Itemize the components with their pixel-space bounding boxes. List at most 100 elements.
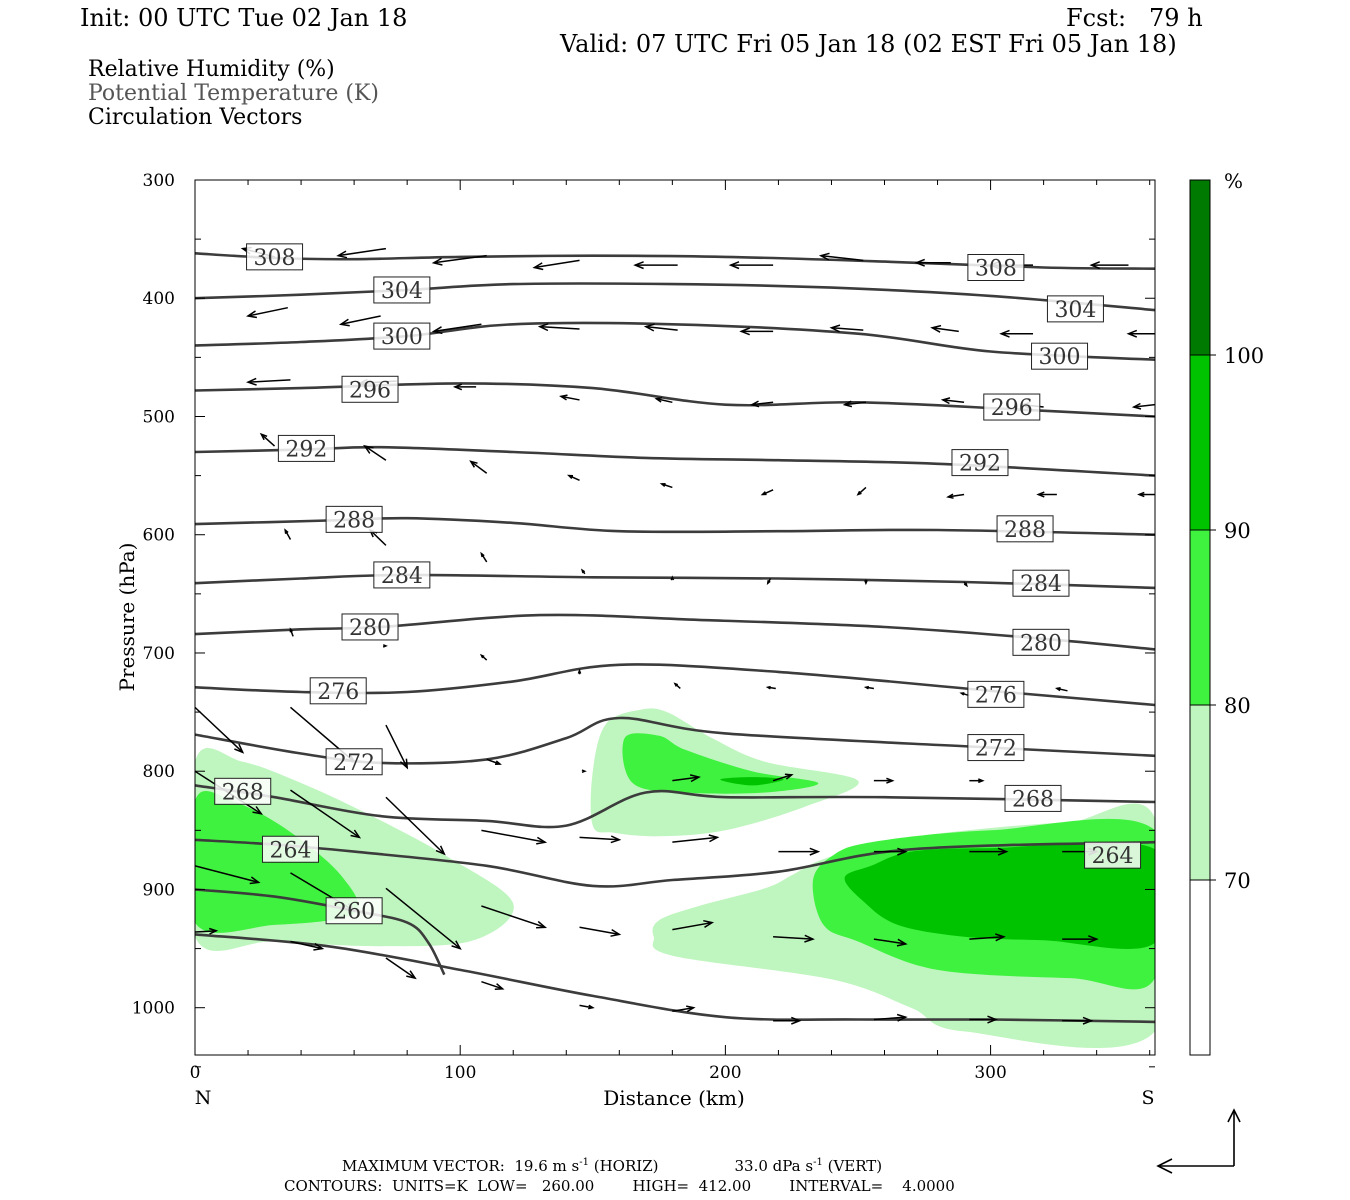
- vector-head: [659, 482, 666, 487]
- colorbar-segment: [1190, 180, 1210, 355]
- circulation-vector: [728, 261, 774, 270]
- vector-head: [739, 327, 750, 336]
- theta-label-text: 308: [975, 257, 1017, 282]
- colorbar-unit: %: [1224, 169, 1243, 193]
- vector-head: [537, 323, 549, 332]
- vector-head: [863, 685, 870, 690]
- vector-head: [479, 653, 485, 659]
- vector-head: [588, 1004, 595, 1010]
- vector-head: [804, 934, 815, 943]
- circulation-vector: [659, 482, 673, 489]
- theta-label-300: 300: [373, 322, 431, 350]
- theta-label-box: [325, 505, 383, 533]
- x-axis-label: Distance (km): [603, 1086, 745, 1110]
- vector-head: [689, 774, 701, 783]
- theta-label-264: 264: [1084, 841, 1142, 869]
- circulation-vector: [486, 758, 502, 766]
- theta-label-text: 272: [975, 737, 1017, 762]
- theta-label-260: 260: [325, 897, 383, 925]
- y-tick-label: 300: [143, 171, 175, 191]
- vector-head: [284, 528, 289, 534]
- vector-shaft: [481, 905, 546, 929]
- circulation-vector: [1089, 261, 1129, 270]
- circulation-vector: [259, 432, 276, 447]
- x-end-label-north: N: [195, 1087, 212, 1109]
- x-end-label-south: S: [1141, 1087, 1154, 1109]
- circulation-vector: [580, 568, 586, 575]
- vector-head: [259, 432, 268, 441]
- theta-label-box: [1046, 295, 1104, 323]
- circulation-vector: [385, 887, 462, 950]
- vector-head: [208, 927, 219, 935]
- circulation-vector: [930, 324, 959, 333]
- vector-head: [708, 834, 720, 843]
- contour-info-note: CONTOURS: UNITS=K LOW= 260.00 HIGH= 412.…: [284, 1177, 955, 1195]
- vector-head: [999, 329, 1010, 338]
- circulation-vector: [284, 528, 292, 540]
- circulation-vector: [336, 247, 387, 259]
- vector-shaft: [385, 796, 445, 855]
- theta-label-text: 280: [349, 616, 391, 641]
- vector-head: [809, 847, 821, 856]
- vector-head: [1082, 1016, 1094, 1025]
- y-tick-label: 900: [143, 880, 175, 900]
- vector-shaft: [481, 829, 546, 843]
- circulation-vector: [672, 834, 720, 843]
- theta-label-276: 276: [967, 680, 1025, 708]
- vector-head: [654, 397, 663, 403]
- vector-head: [643, 323, 655, 332]
- vector-shaft: [290, 789, 360, 839]
- theta-label-272: 272: [967, 734, 1025, 762]
- circulation-vector: [579, 1004, 595, 1010]
- vector-head: [581, 769, 587, 773]
- vector-head: [886, 777, 895, 784]
- colorbar-segment: [1190, 355, 1210, 530]
- circulation-vector: [290, 940, 325, 951]
- circulation-vector: [1036, 491, 1057, 498]
- theta-label-text: 300: [1039, 345, 1081, 370]
- vector-shaft: [195, 706, 244, 753]
- vector-head: [946, 493, 954, 499]
- y-tick-label: 700: [143, 644, 175, 664]
- circulation-vector: [672, 1005, 696, 1013]
- theta-label-box: [996, 515, 1054, 543]
- vector-shaft: [672, 776, 699, 782]
- vector-shaft: [433, 254, 487, 264]
- theta-label-box: [373, 276, 431, 304]
- vector-head: [580, 568, 586, 574]
- vector-shaft: [942, 399, 965, 404]
- vector-shaft: [672, 921, 713, 931]
- vector-head: [749, 400, 760, 408]
- vector-shaft: [969, 936, 1004, 940]
- theta-label-box: [373, 322, 431, 350]
- colorbar-level-label: 80: [1224, 694, 1251, 718]
- circulation-vector: [969, 1015, 998, 1024]
- vector-head: [897, 847, 908, 856]
- theta-label-box: [967, 254, 1025, 281]
- theta-contour-292: [195, 445, 1155, 477]
- circulation-vector: [873, 1013, 908, 1022]
- vector-shaft: [481, 980, 503, 990]
- vector-head: [313, 942, 325, 951]
- circulation-vector: [914, 258, 951, 267]
- theta-label-text: 268: [1012, 787, 1054, 812]
- circulation-vector: [773, 1016, 802, 1025]
- theta-label-text: 284: [1020, 572, 1062, 597]
- rh-region-90: [844, 841, 1155, 949]
- y-tick-label: 600: [143, 526, 175, 546]
- circulation-vector: [842, 400, 867, 408]
- colorbar-level-label: 90: [1224, 519, 1251, 543]
- vector-shaft: [844, 401, 867, 406]
- vector-head: [559, 394, 568, 401]
- colorbar: 70 80 90 100: [1189, 179, 1264, 1056]
- circulation-vector: [581, 769, 587, 773]
- colorbar-level-label: 100: [1224, 344, 1264, 368]
- theta-label-text: 264: [1092, 844, 1134, 869]
- vector-shaft: [364, 445, 387, 461]
- vector-head: [494, 983, 505, 990]
- vector-head: [406, 970, 417, 980]
- theta-label-264: 264: [261, 835, 319, 863]
- vector-shaft: [948, 493, 965, 498]
- circulation-vector: [385, 724, 409, 770]
- theta-label-288: 288: [996, 515, 1054, 543]
